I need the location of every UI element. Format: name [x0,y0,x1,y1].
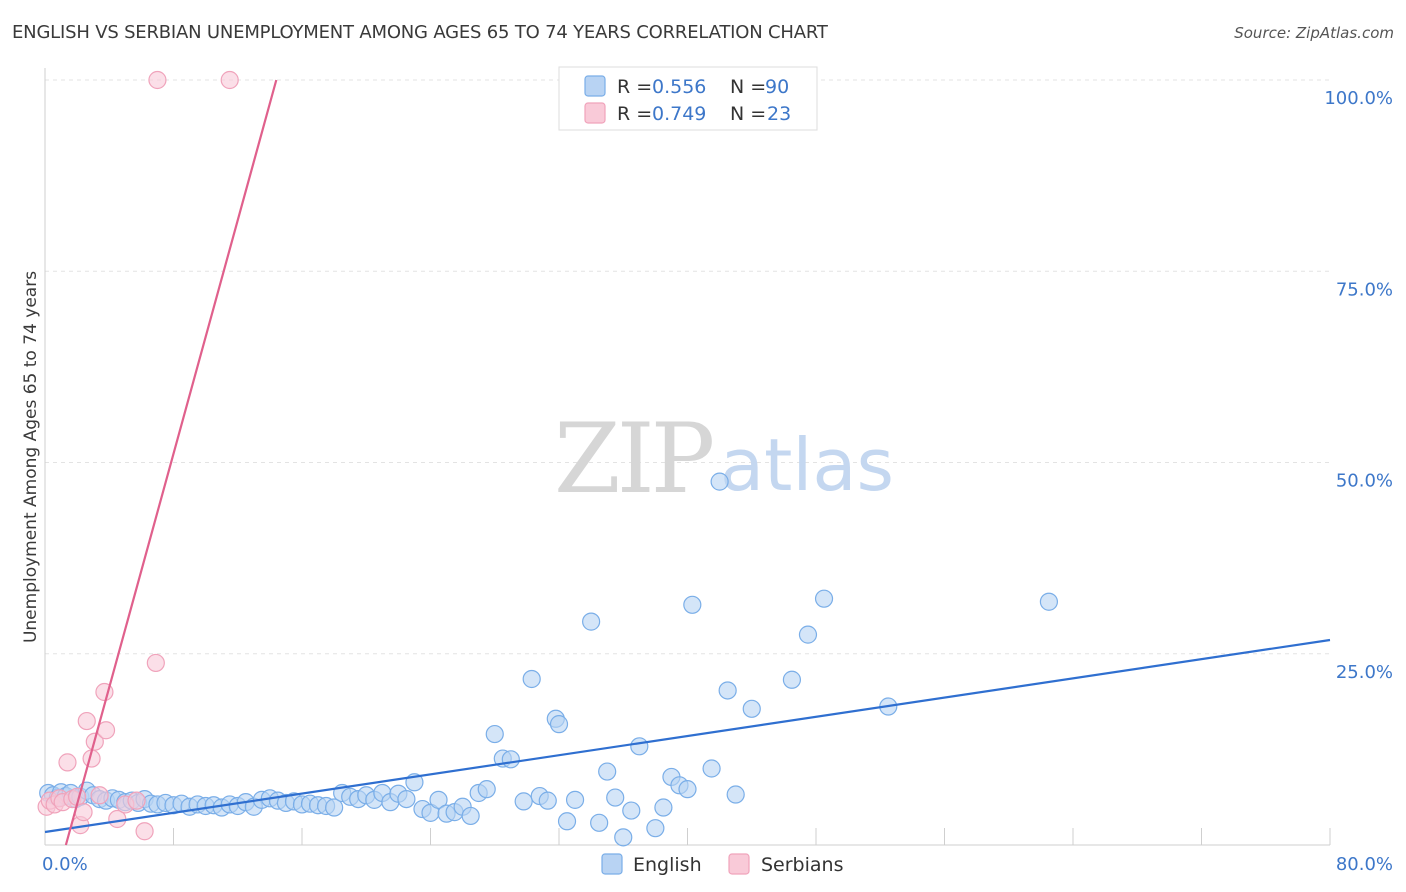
x-tick-label-0: 0.0% [42,854,88,875]
english-trend-line [44,638,1331,834]
english-point-79 [646,819,665,838]
y-tick-label-2: 50.0% [1336,471,1393,492]
english-point-50 [397,789,416,809]
chart-title: ENGLISH VS SERBIAN UNEMPLOYMENT AMONG AG… [12,22,828,43]
english-point-71 [565,790,585,809]
serbians-trend-line [64,79,278,846]
chart-source: Source: ZipAtlas.com [1234,24,1394,42]
y-axis-label: Unemployment Among Ages 65 to 74 years [21,271,41,643]
gridlines [45,79,1330,655]
english-point-76 [614,828,633,847]
y-tick-label-1: 75.0% [1336,279,1393,300]
series-legend-label-serbians: Serbians [761,854,844,876]
english-point-86 [710,472,729,491]
english-point-87 [718,681,737,700]
english-point-88 [726,785,745,804]
serbians-point-18 [127,791,146,810]
english-point-72 [582,612,601,631]
serbians-point-22 [220,70,239,90]
english-point-85 [702,759,721,778]
trend-lines [44,79,1331,846]
english-point-65 [522,669,541,689]
legend-n-label-serbians: N = [730,103,766,125]
english-point-84 [683,595,702,614]
serbians-point-21 [148,70,167,90]
watermark: ZIP atlas [554,403,894,515]
english-point-64 [514,792,533,811]
legend-r-label-english: R = [617,76,652,98]
y-tick-label-0: 100.0% [1324,88,1393,109]
legend-swatch-serbians [584,102,606,124]
legend-n-value-english: 90 [765,76,789,98]
watermark-zip: ZIP [554,403,713,515]
english-point-54 [429,790,448,809]
axes [44,68,1331,846]
serbians-point-13 [90,786,109,805]
english-point-41 [325,798,344,817]
english-point-61 [485,724,504,744]
english-point-80 [654,798,673,817]
series-serbians [37,70,239,841]
english-point-90 [782,670,802,689]
x-tick-label-1: 80.0% [1336,854,1393,875]
legend-r-value-english: 0.556 [652,76,706,98]
y-tick-label-3: 25.0% [1336,662,1393,683]
correlation-legend: R = 0.556 N = 90 R = 0.749 N = 23 [558,66,818,131]
legend-swatch-english [584,75,606,97]
english-point-63 [501,750,520,769]
english-point-70 [557,812,577,831]
legend-n-label-english: N = [730,76,766,98]
english-point-73 [590,813,609,832]
serbians-point-10 [77,711,96,731]
english-point-92 [814,589,834,608]
english-point-67 [538,791,557,810]
english-point-60 [477,780,496,799]
serbians-point-19 [135,822,154,841]
english-point-75 [606,788,625,807]
legend-n-value-serbians: 23 [767,103,791,125]
tick-labels: 100.0% 75.0% 50.0% 25.0% 0.0% 80.0% [42,88,1393,875]
legend-r-label-serbians: R = [617,103,652,125]
serbians-point-5 [58,753,77,772]
english-point-69 [549,715,569,734]
series-legend-label-english: English [633,854,702,876]
english-point-78 [630,737,649,756]
series-legend-swatch-serbians [728,853,750,875]
english-point-89 [742,699,761,718]
series-legend-swatch-english [601,853,623,875]
english-point-58 [461,806,480,826]
english-point-74 [598,762,617,781]
serbians-point-20 [146,653,165,673]
legend-r-value-serbians: 0.749 [652,103,706,125]
series-legend: English Serbians [601,853,844,876]
english-point-91 [798,625,818,644]
english-point-77 [622,801,641,820]
english-point-83 [678,780,697,799]
data-points [37,70,1059,847]
series-english [39,472,1059,847]
watermark-atlas: atlas [720,423,894,507]
english-point-94 [1039,592,1059,611]
